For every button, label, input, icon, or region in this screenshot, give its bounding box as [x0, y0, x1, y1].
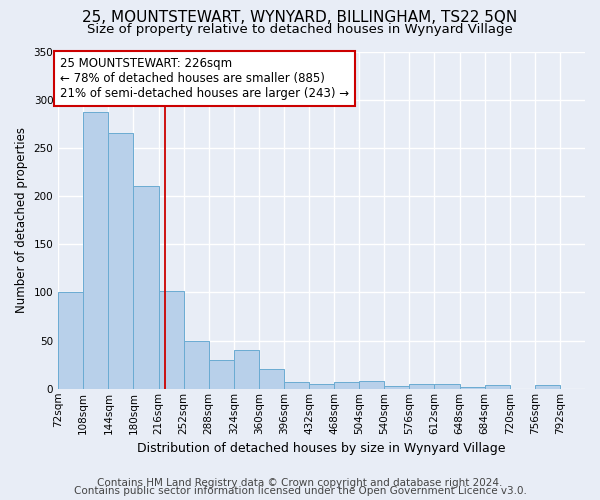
Bar — [284, 382, 309, 389]
Bar — [485, 385, 510, 389]
Bar — [259, 370, 284, 389]
Bar — [158, 292, 184, 389]
Text: 25, MOUNTSTEWART, WYNYARD, BILLINGHAM, TS22 5QN: 25, MOUNTSTEWART, WYNYARD, BILLINGHAM, T… — [82, 10, 518, 25]
Bar — [460, 387, 485, 389]
Bar — [184, 340, 209, 389]
Text: Size of property relative to detached houses in Wynyard Village: Size of property relative to detached ho… — [87, 22, 513, 36]
Bar — [409, 384, 434, 389]
Bar — [234, 350, 259, 389]
Text: 25 MOUNTSTEWART: 226sqm
← 78% of detached houses are smaller (885)
21% of semi-d: 25 MOUNTSTEWART: 226sqm ← 78% of detache… — [60, 58, 349, 100]
Text: Contains HM Land Registry data © Crown copyright and database right 2024.: Contains HM Land Registry data © Crown c… — [97, 478, 503, 488]
Text: Contains public sector information licensed under the Open Government Licence v3: Contains public sector information licen… — [74, 486, 526, 496]
Bar — [83, 112, 109, 389]
Bar — [309, 384, 334, 389]
Bar — [359, 381, 385, 389]
Bar — [434, 384, 460, 389]
Bar — [535, 385, 560, 389]
X-axis label: Distribution of detached houses by size in Wynyard Village: Distribution of detached houses by size … — [137, 442, 506, 455]
Bar — [58, 292, 83, 389]
Bar — [209, 360, 234, 389]
Y-axis label: Number of detached properties: Number of detached properties — [15, 127, 28, 313]
Bar — [109, 134, 133, 389]
Bar — [133, 186, 158, 389]
Bar — [385, 386, 409, 389]
Bar — [334, 382, 359, 389]
